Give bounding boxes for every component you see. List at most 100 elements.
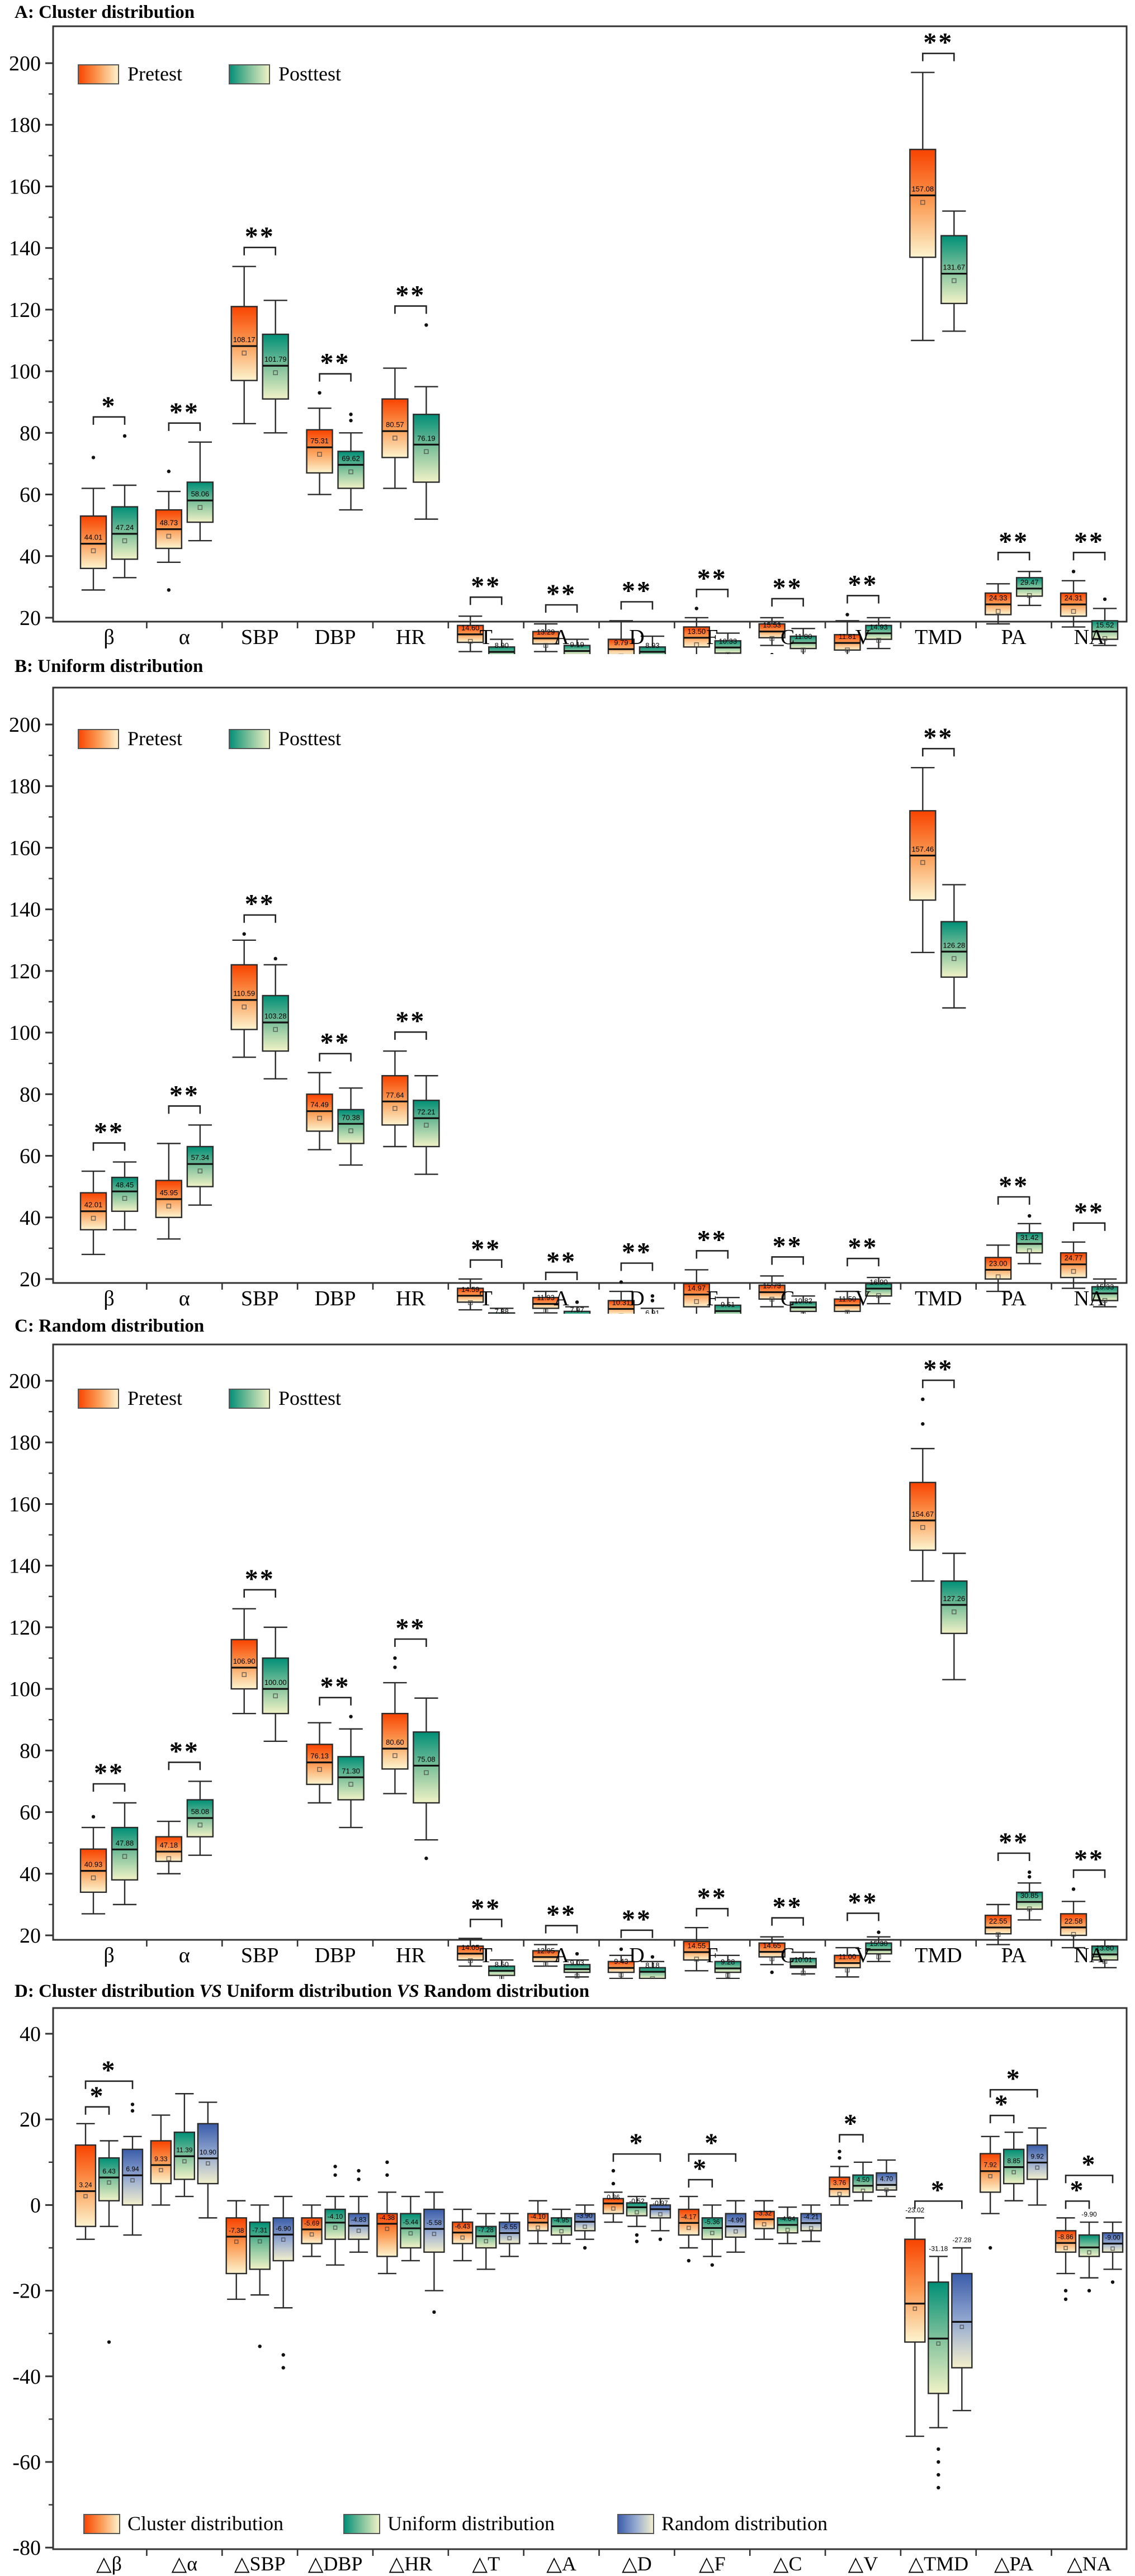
median-label: 16.90: [869, 1278, 888, 1286]
outlier-dot: [258, 2344, 262, 2348]
sig-bracket: *: [914, 2175, 963, 2209]
sig-bracket: *: [84, 2081, 110, 2115]
median-label: -5.36: [704, 2218, 720, 2225]
median-label: 77.64: [386, 1091, 404, 1099]
mean-marker: [1027, 593, 1032, 598]
svg-text:**: **: [471, 1893, 501, 1923]
svg-text:*: *: [693, 2154, 708, 2184]
mean-marker: [769, 1956, 774, 1962]
sig-bracket: **: [997, 527, 1030, 561]
svg-text:SBP: SBP: [241, 1944, 279, 1967]
mean-marker: [876, 1954, 881, 1959]
boxplot: 31.42: [1015, 1214, 1043, 1265]
mean-marker: [769, 1296, 774, 1302]
svg-text:DBP: DBP: [315, 626, 356, 649]
mean-marker: [920, 860, 925, 865]
median-label: 15.73: [763, 1282, 781, 1290]
mean-marker: [273, 1027, 278, 1032]
mean-marker: [920, 1525, 925, 1530]
median-label: -7.28: [479, 2226, 494, 2234]
boxplot: 24.33: [984, 583, 1012, 625]
median-label: -4.10: [328, 2213, 343, 2220]
sig-bracket: **: [394, 280, 427, 314]
svg-text:△α: △α: [172, 2553, 198, 2575]
mean-marker: [242, 1672, 247, 1677]
boxplot: 7.38: [488, 1308, 516, 1314]
posttest-legend-label: Posttest: [278, 63, 341, 85]
svg-text:**: **: [245, 222, 275, 252]
median-label: 13.80: [1096, 1944, 1114, 1952]
boxplot: 13.80: [1091, 1939, 1119, 1969]
boxplot: -4.99: [725, 2200, 747, 2253]
panel-a-chart: 200 180 160 140 120 100 80 60 40 20 Pretest Posttes…: [9, 25, 1128, 654]
boxplot: 100.00: [262, 1626, 289, 1742]
panel-b-chart: 200 180 160 140 120 100 80 60 40 20 Pretest Posttes…: [9, 686, 1128, 1314]
sig-bracket: **: [545, 1247, 578, 1281]
median-label: -3.32: [756, 2209, 772, 2217]
svg-text:20: 20: [20, 607, 41, 630]
svg-text:-80: -80: [12, 2536, 41, 2560]
mean-marker: [468, 1300, 473, 1305]
title-vs-segment: VS: [396, 1981, 419, 2001]
sig-bracket: **: [922, 1355, 955, 1389]
outlier-dot: [1063, 2289, 1068, 2293]
boxplot: -4.17: [678, 2195, 700, 2263]
median-label: 126.28: [943, 941, 965, 949]
median-label: 44.01: [84, 533, 103, 542]
median-label: 9.43: [614, 1957, 628, 1966]
svg-text:**: **: [169, 1736, 200, 1766]
boxplot: -5.36: [701, 2204, 723, 2267]
svg-text:D: D: [629, 626, 644, 649]
mean-marker: [197, 1822, 203, 1827]
median-label: 4.70: [880, 2175, 893, 2182]
svg-text:**: **: [94, 1758, 124, 1788]
median-label: 103.28: [264, 1012, 287, 1020]
median-label: 11.39: [176, 2146, 192, 2154]
median-label: 100.00: [264, 1678, 287, 1687]
mean-marker: [348, 1128, 353, 1134]
mean-marker: [801, 1311, 806, 1314]
median-label: 23.00: [989, 1259, 1008, 1267]
median-label: 58.06: [191, 490, 210, 498]
median-label: -8.86: [1058, 2233, 1073, 2241]
outlier-dot: [877, 1930, 881, 1934]
svg-text:**: **: [622, 576, 652, 605]
median-label: 9.61: [721, 1300, 735, 1309]
mean-marker: [952, 1609, 957, 1614]
median-label: -9.00: [1105, 2233, 1120, 2241]
boxplot: 9.92: [1026, 2127, 1048, 2206]
boxplot: 75.31: [306, 391, 333, 495]
boxplot: 15.73: [758, 1275, 786, 1308]
median-label: -4.38: [380, 2214, 395, 2222]
boxplot: 10.90: [197, 2101, 219, 2219]
sig-bracket: **: [319, 1672, 352, 1706]
boxplot: -5.44: [400, 2195, 422, 2262]
mean-marker: [107, 2180, 111, 2185]
boxplot: -6.90: [272, 2195, 294, 2370]
outlier-dot: [619, 1947, 623, 1951]
svg-text:V: V: [855, 626, 871, 649]
median-label: 31.42: [1020, 1233, 1039, 1242]
boxplot: 14.65: [758, 1936, 786, 1974]
sig-bracket: **: [771, 1892, 804, 1926]
outlier-dot: [281, 2366, 285, 2370]
outlier-dot: [710, 2263, 715, 2267]
boxplot: 8.90: [488, 638, 516, 654]
mean-marker: [91, 1875, 96, 1881]
median-label: 76.13: [310, 1752, 329, 1760]
svg-text:200: 200: [9, 1370, 41, 1393]
mean-marker: [725, 652, 731, 654]
median-label: 3.76: [833, 2179, 846, 2187]
outlier-dot: [107, 2340, 111, 2344]
median-label: -4.21: [803, 2213, 819, 2221]
outlier-dot: [937, 2447, 940, 2451]
boxplot: 72.21: [413, 1075, 440, 1175]
mean-marker: [234, 2239, 239, 2244]
mean-marker: [182, 2159, 187, 2163]
pretest-swatch: [78, 729, 119, 749]
boxplot: 6.94: [121, 2103, 144, 2236]
boxplot: 15.52: [1091, 597, 1119, 646]
svg-text:**: **: [848, 1887, 878, 1917]
boxes: 40.93 47.88 ** 47.18 58.08 ** 106.90 100.00 ** 76…: [79, 1355, 1119, 1979]
svg-text:**: **: [169, 397, 200, 427]
